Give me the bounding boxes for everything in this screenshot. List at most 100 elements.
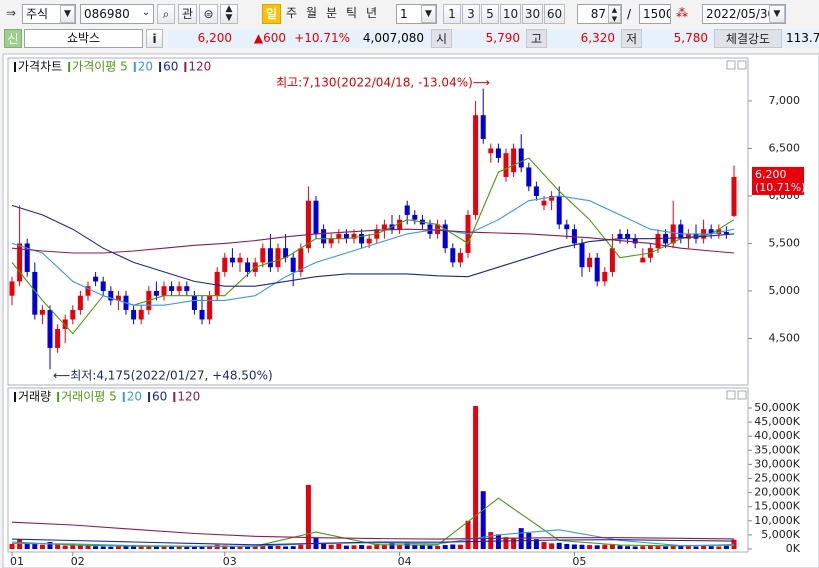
volume-bar bbox=[47, 541, 53, 550]
interval-button[interactable]: 5 bbox=[481, 4, 499, 24]
candle-body bbox=[153, 290, 159, 296]
volume-bar bbox=[723, 545, 729, 550]
x-tick-label: 03 bbox=[223, 555, 237, 568]
candle-body bbox=[343, 233, 349, 239]
annotation: ⟵최저:4,175(2022/01/27, +48.50%) bbox=[53, 369, 273, 383]
search-button[interactable]: ⌕ bbox=[157, 4, 175, 24]
legend-swatch bbox=[14, 392, 16, 402]
legend-swatch bbox=[57, 392, 60, 402]
panel-button[interactable] bbox=[737, 390, 747, 400]
watch-button[interactable]: 관 bbox=[178, 4, 197, 24]
candle-body bbox=[313, 200, 319, 234]
legend-swatch bbox=[122, 392, 125, 402]
volume-bar bbox=[397, 544, 403, 550]
volume-bar bbox=[32, 543, 38, 550]
link-button[interactable]: ⊜ bbox=[199, 4, 218, 24]
y-tick-label: 5,500 bbox=[769, 236, 801, 249]
interval-button[interactable]: 30 bbox=[522, 4, 543, 24]
option-icon[interactable]: ⁂ bbox=[676, 6, 688, 20]
code-dropdown[interactable]: ⌄ bbox=[141, 7, 151, 18]
candle-body bbox=[511, 148, 517, 173]
panel-button[interactable] bbox=[737, 60, 747, 70]
low: 5,780 bbox=[673, 31, 708, 45]
candle-body bbox=[283, 248, 289, 258]
candle-body bbox=[237, 257, 243, 263]
volume-bar bbox=[290, 546, 296, 550]
dropdown-arrow[interactable]: ▼ bbox=[421, 5, 436, 23]
period-button[interactable]: 주 bbox=[285, 6, 298, 20]
dropdown-arrow[interactable]: ▼ bbox=[60, 5, 75, 23]
volume-bar bbox=[351, 545, 357, 550]
interval-button[interactable]: 10 bbox=[500, 4, 521, 24]
moving-average-line bbox=[11, 529, 735, 547]
candle-body bbox=[541, 200, 547, 206]
legend-label: 거래량 bbox=[18, 390, 51, 404]
info-button[interactable]: i bbox=[146, 29, 163, 48]
legend-label: 20 bbox=[138, 60, 153, 74]
interval-button[interactable]: 1 bbox=[443, 4, 461, 24]
volume-bar bbox=[260, 545, 266, 550]
volume-bar bbox=[480, 491, 486, 550]
candle-body bbox=[533, 186, 539, 196]
y-tick-label: 45,000K bbox=[754, 415, 800, 428]
volume-bar bbox=[275, 545, 281, 550]
candle-body bbox=[77, 295, 83, 310]
menu-icon[interactable]: ⇒ bbox=[5, 6, 17, 20]
count-spin[interactable]: ▲ ▼ bbox=[608, 5, 621, 23]
moving-average-line bbox=[11, 195, 735, 306]
spin-button[interactable]: ▲ ▼ bbox=[220, 4, 238, 24]
volume-bar bbox=[93, 546, 99, 550]
candle-body bbox=[131, 309, 137, 320]
x-tick-label: 02 bbox=[71, 555, 85, 568]
volume-bar bbox=[465, 520, 471, 550]
interval-button[interactable]: 60 bbox=[544, 4, 565, 24]
period-button[interactable]: 일 bbox=[262, 4, 281, 24]
panel-button[interactable] bbox=[726, 60, 736, 70]
panel-button[interactable] bbox=[726, 390, 736, 400]
code-input[interactable]: 086980 bbox=[80, 4, 154, 24]
interval-button[interactable]: 3 bbox=[462, 4, 480, 24]
y-tick-label: 5,000K bbox=[761, 528, 800, 541]
period-button[interactable]: 월 bbox=[305, 6, 318, 20]
candle-body bbox=[328, 238, 334, 244]
candle-body bbox=[275, 248, 281, 268]
dropdown-arrow[interactable]: ▼ bbox=[769, 5, 785, 23]
rate: +10.71% bbox=[294, 31, 350, 45]
volume-bar bbox=[161, 546, 167, 550]
volume-bar bbox=[533, 539, 539, 550]
legend-label: 가격이평 5 bbox=[72, 60, 128, 74]
candle-body bbox=[138, 309, 144, 320]
y-tick-label: 10,000K bbox=[754, 514, 800, 527]
period-button[interactable]: 틱 bbox=[345, 6, 358, 20]
volume-bar bbox=[655, 546, 661, 550]
separator: / bbox=[627, 7, 632, 21]
candle-body bbox=[442, 224, 448, 249]
x-tick-label: 05 bbox=[572, 555, 586, 568]
x-tick-label: 04 bbox=[398, 555, 412, 568]
volume-bar bbox=[663, 546, 669, 550]
period-button[interactable]: 분 bbox=[325, 6, 338, 20]
candle-body bbox=[305, 200, 311, 249]
high-label: 고 bbox=[526, 29, 547, 48]
volume-bar bbox=[579, 544, 585, 550]
candle-body bbox=[731, 176, 737, 216]
period-button[interactable]: 년 bbox=[365, 6, 378, 20]
volume-bar bbox=[138, 546, 144, 550]
volume-bar bbox=[321, 543, 327, 550]
badge: 신 bbox=[4, 29, 22, 48]
volume-bar bbox=[556, 542, 562, 550]
candle-body bbox=[70, 309, 76, 320]
legend-swatch bbox=[14, 62, 16, 72]
price-tag-label: 6,200 bbox=[755, 168, 787, 181]
volume-bar bbox=[457, 544, 463, 550]
volume-bar bbox=[435, 545, 441, 550]
candle-body bbox=[24, 243, 30, 272]
x-tick-label: 01 bbox=[10, 555, 24, 568]
date-input[interactable]: 2022/05/30 bbox=[702, 4, 786, 24]
candle-body bbox=[222, 257, 228, 272]
volume-bar bbox=[267, 545, 273, 550]
candle-body bbox=[199, 309, 205, 320]
volume-bar bbox=[564, 543, 570, 550]
volume-bar bbox=[146, 545, 152, 550]
volume-bar bbox=[473, 406, 479, 550]
